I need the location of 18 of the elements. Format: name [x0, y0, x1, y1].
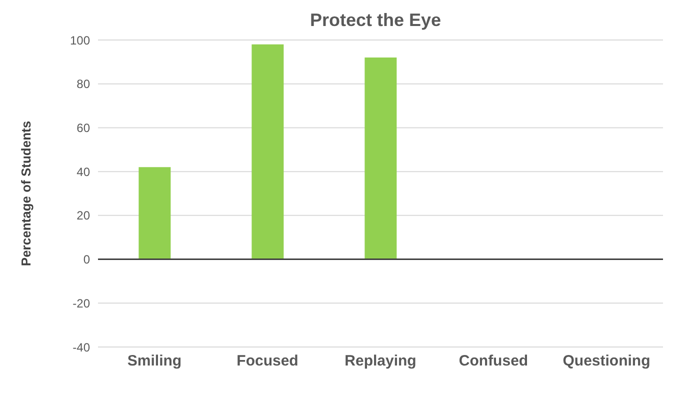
- chart-title: Protect the Eye: [308, 10, 442, 31]
- bar: [138, 167, 171, 260]
- y-tick-label: 100: [70, 33, 90, 48]
- bar: [252, 44, 284, 260]
- y-tick-label: 40: [76, 164, 90, 179]
- x-tick-label: Questioning: [562, 352, 650, 370]
- y-tick-label: 20: [76, 208, 90, 223]
- x-tick-label: Smiling: [127, 352, 182, 370]
- bar: [364, 58, 397, 260]
- x-tick-label: Focused: [236, 352, 298, 370]
- y-tick-label: 80: [76, 77, 90, 92]
- y-tick-label: -40: [72, 340, 90, 354]
- x-tick-label: Confused: [458, 352, 528, 370]
- y-tick-label: 0: [83, 252, 90, 267]
- x-tick-label: Replaying: [344, 352, 416, 370]
- y-tick-label: 60: [76, 120, 90, 135]
- y-tick-label: -20: [72, 296, 90, 310]
- y-axis-title: Percentage of Students: [18, 120, 34, 266]
